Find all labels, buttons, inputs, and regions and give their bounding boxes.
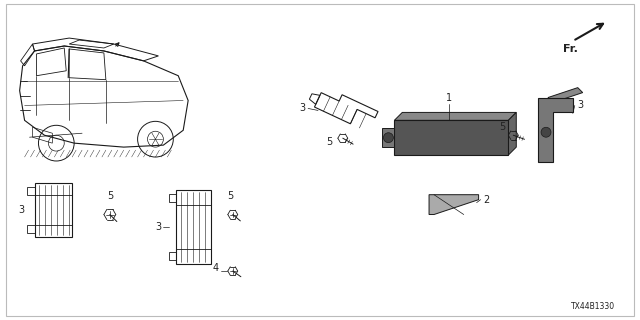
Text: 5: 5 [228,191,234,201]
Circle shape [541,127,551,137]
Text: 5: 5 [107,191,113,201]
Polygon shape [538,98,573,162]
Text: 3: 3 [19,205,24,215]
Text: 2: 2 [484,195,490,205]
Polygon shape [548,88,582,102]
Text: 3: 3 [299,103,305,114]
Polygon shape [508,112,516,155]
Text: 5: 5 [326,137,333,147]
Text: 5: 5 [499,122,506,132]
Polygon shape [429,195,479,214]
Bar [383,128,394,147]
Polygon shape [394,112,516,120]
Text: 3: 3 [156,222,161,232]
Text: 3: 3 [578,100,584,110]
Text: 4: 4 [212,263,219,273]
Text: Fr.: Fr. [563,44,578,54]
Circle shape [383,133,394,143]
Bar [394,120,508,155]
Text: 1: 1 [446,92,452,102]
Text: TX44B1330: TX44B1330 [572,302,616,311]
